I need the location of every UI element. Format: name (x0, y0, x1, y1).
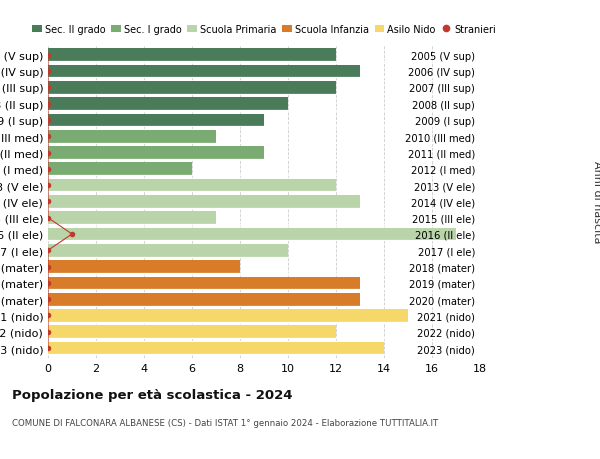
Bar (48, 98, 288, 111)
Bar (48, 131, 216, 143)
Bar (48, 196, 360, 208)
Text: Anni di nascita: Anni di nascita (592, 161, 600, 243)
Bar (48, 179, 336, 192)
Bar (48, 342, 384, 355)
Bar (48, 82, 336, 95)
Bar (48, 261, 240, 273)
Bar (48, 293, 360, 306)
Bar (48, 49, 336, 62)
Bar (48, 277, 360, 290)
Legend: Sec. II grado, Sec. I grado, Scuola Primaria, Scuola Infanzia, Asilo Nido, Stran: Sec. II grado, Sec. I grado, Scuola Prim… (32, 25, 496, 35)
Text: Popolazione per età scolastica - 2024: Popolazione per età scolastica - 2024 (12, 388, 293, 401)
Bar (48, 114, 264, 127)
Bar (48, 244, 288, 257)
Bar (48, 66, 360, 78)
Text: COMUNE DI FALCONARA ALBANESE (CS) - Dati ISTAT 1° gennaio 2024 - Elaborazione TU: COMUNE DI FALCONARA ALBANESE (CS) - Dati… (12, 418, 438, 427)
Bar (48, 326, 336, 338)
Bar (48, 309, 408, 322)
Bar (48, 228, 456, 241)
Bar (48, 163, 192, 176)
Bar (48, 212, 216, 224)
Bar (48, 147, 264, 160)
